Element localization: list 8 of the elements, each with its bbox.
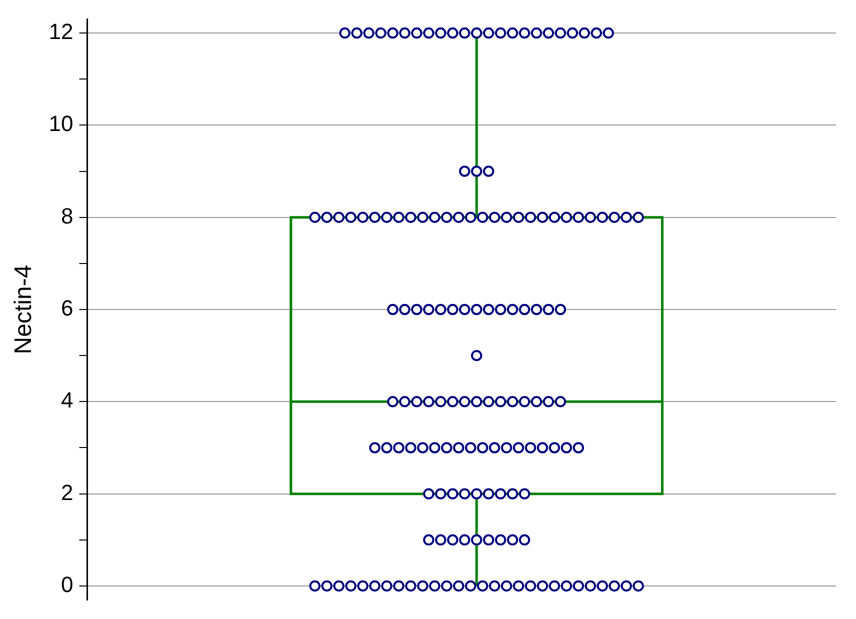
y-tick-label: 10: [48, 111, 74, 136]
y-axis-title: Nectin-4: [10, 264, 38, 354]
y-tick-label: 0: [61, 572, 74, 598]
y-tick-label: 2: [61, 480, 74, 505]
y-tick-label: 6: [61, 296, 74, 321]
y-tick-label: 8: [61, 203, 74, 228]
y-tick-label: 12: [48, 19, 74, 44]
y-tick-label: 4: [61, 388, 74, 413]
